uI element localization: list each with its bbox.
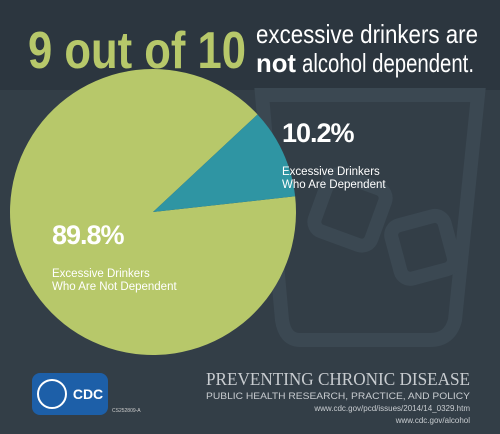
footer-title: PREVENTING CHRONIC DISEASE (206, 369, 470, 389)
category-label: Excessive Drinkers Who Are Not Dependent (52, 268, 177, 293)
logo-text: CDC (73, 386, 103, 402)
hhs-seal (37, 379, 67, 409)
url: www.cdc.gov/pcd/issues/2014/14_0329.htm (313, 404, 470, 413)
glass-icon (254, 88, 486, 347)
url: www.cdc.gov/alcohol (395, 416, 470, 425)
code: CS252809-A (112, 408, 141, 414)
header-band (0, 0, 500, 90)
footer-subtitle: PUBLIC HEALTH RESEARCH, PRACTICE, AND PO… (206, 391, 470, 401)
value-label: 89.8% (52, 220, 125, 250)
pie-slice (9, 68, 296, 356)
headline-emphasis: not (256, 48, 296, 78)
pie-slice (153, 114, 296, 212)
headline-line2: alcohol dependent. (302, 48, 474, 78)
value-label: 10.2% (282, 118, 355, 148)
slice-label: 10.2% Excessive Drinkers Who Are Depende… (282, 100, 386, 210)
cdc-logo (32, 373, 108, 415)
slice-label: 89.8% Excessive Drinkers Who Are Not Dep… (52, 202, 177, 312)
headline-line1: excessive drinkers are (256, 19, 478, 49)
category-label: Excessive Drinkers Who Are Dependent (282, 166, 386, 191)
